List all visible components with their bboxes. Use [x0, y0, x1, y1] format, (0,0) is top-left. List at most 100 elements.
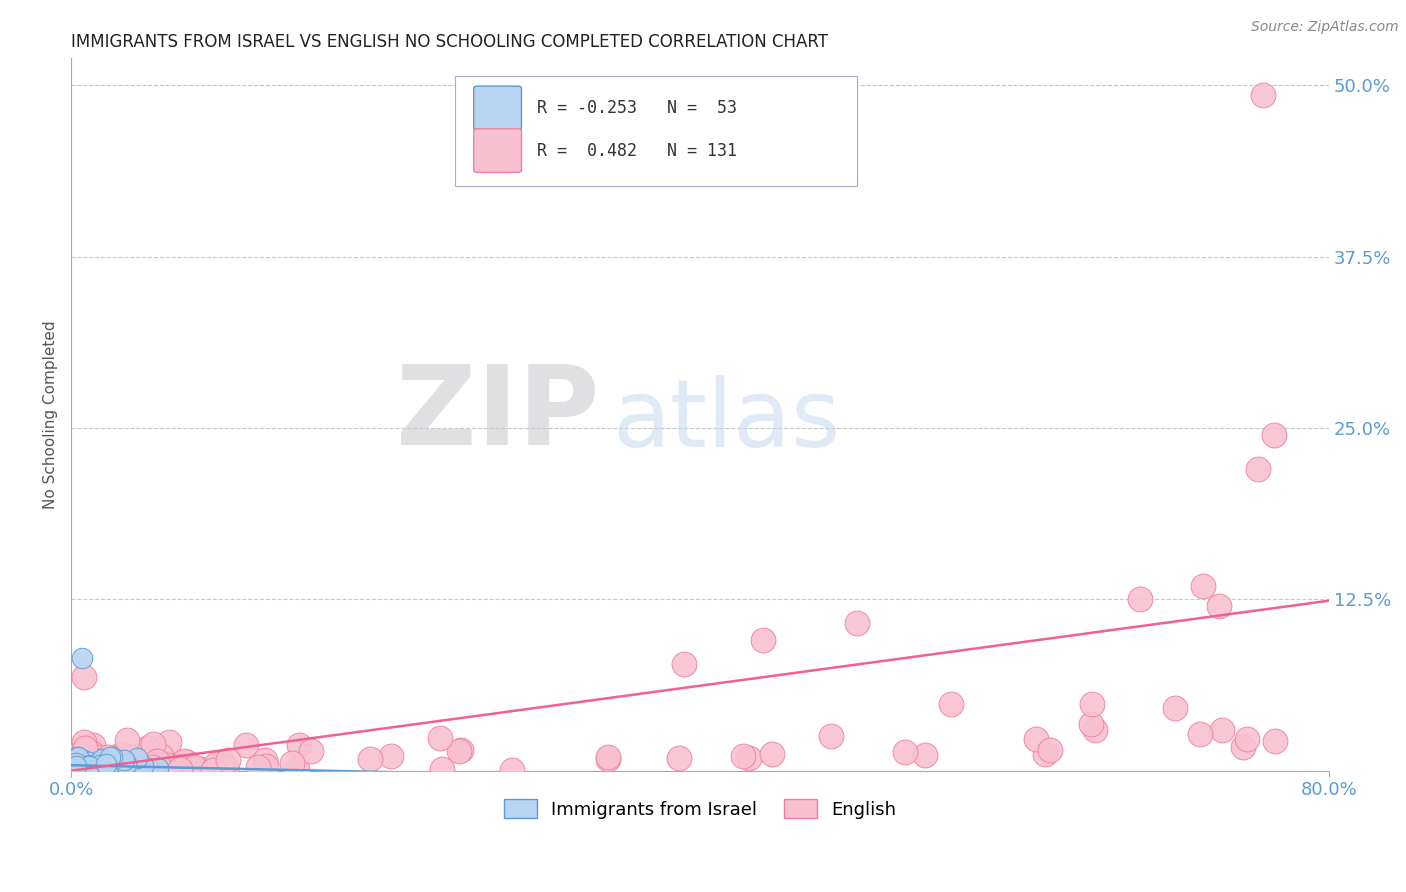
Point [247, 760, 270, 774]
Point [76, 759, 98, 773]
Point [82, 763, 104, 777]
FancyBboxPatch shape [474, 128, 522, 172]
Point [731, 749, 754, 764]
Point [254, 759, 277, 773]
Point [104, 763, 127, 777]
Point [359, 752, 381, 766]
Point [75, 760, 97, 774]
Point [281, 756, 304, 771]
Point [761, 747, 783, 761]
Point [1251, 87, 1274, 102]
Point [93, 757, 115, 772]
Point [100, 750, 122, 764]
Point [111, 756, 134, 771]
Point [150, 748, 173, 763]
Point [501, 763, 523, 777]
Point [146, 761, 169, 775]
Point [235, 739, 257, 753]
Point [215, 761, 238, 775]
Point [1129, 592, 1152, 607]
Point [72, 755, 94, 769]
Point [894, 745, 917, 759]
Point [97, 760, 120, 774]
Point [114, 753, 136, 767]
Point [83, 762, 105, 776]
Point [67, 761, 90, 775]
Point [62, 762, 84, 776]
Point [1080, 717, 1102, 731]
Point [98, 761, 121, 775]
Point [138, 761, 160, 775]
Point [101, 761, 124, 775]
Point [91, 752, 114, 766]
Point [62, 758, 84, 772]
Point [596, 752, 619, 766]
Point [62, 754, 84, 768]
Point [98, 757, 121, 772]
Point [70, 756, 93, 770]
Point [673, 657, 696, 671]
Point [94, 756, 117, 771]
Point [84, 764, 107, 778]
Point [91, 752, 114, 766]
Point [188, 762, 211, 776]
Point [62, 761, 84, 775]
Point [103, 758, 125, 772]
Point [115, 733, 138, 747]
Point [76, 760, 98, 774]
Point [1211, 723, 1233, 738]
Point [65, 756, 87, 770]
Point [66, 752, 89, 766]
Point [65, 759, 87, 773]
FancyBboxPatch shape [474, 87, 522, 129]
Point [76, 757, 98, 772]
Point [124, 764, 146, 778]
Point [86, 750, 108, 764]
Point [1236, 732, 1258, 747]
Point [104, 755, 127, 769]
Point [86, 756, 108, 770]
Point [115, 756, 138, 771]
Point [1025, 731, 1047, 746]
Point [72, 753, 94, 767]
Point [89, 758, 111, 772]
Point [62, 758, 84, 772]
Point [752, 633, 775, 648]
Point [141, 760, 163, 774]
FancyBboxPatch shape [454, 76, 858, 186]
Point [67, 750, 90, 764]
Point [299, 743, 322, 757]
Point [142, 756, 165, 771]
Point [66, 747, 89, 761]
Point [73, 671, 96, 685]
Point [176, 755, 198, 769]
Point [97, 760, 120, 774]
Point [122, 749, 145, 764]
Point [1247, 462, 1270, 476]
Point [1263, 428, 1285, 442]
Point [820, 729, 842, 743]
Point [287, 762, 309, 776]
Point [1164, 701, 1187, 715]
Y-axis label: No Schooling Completed: No Schooling Completed [44, 320, 58, 508]
Point [62, 754, 84, 768]
Point [115, 760, 138, 774]
Point [432, 762, 454, 776]
Point [111, 762, 134, 776]
Point [100, 760, 122, 774]
Point [142, 738, 165, 752]
Point [82, 758, 104, 772]
Point [1188, 727, 1211, 741]
Point [96, 760, 118, 774]
Point [846, 615, 869, 630]
Point [156, 758, 179, 772]
Point [82, 739, 104, 753]
Point [75, 758, 97, 772]
Point [86, 764, 108, 778]
Point [1232, 740, 1254, 755]
Point [157, 735, 180, 749]
Point [135, 762, 157, 776]
Point [288, 739, 311, 753]
Point [1192, 579, 1215, 593]
Point [97, 749, 120, 764]
